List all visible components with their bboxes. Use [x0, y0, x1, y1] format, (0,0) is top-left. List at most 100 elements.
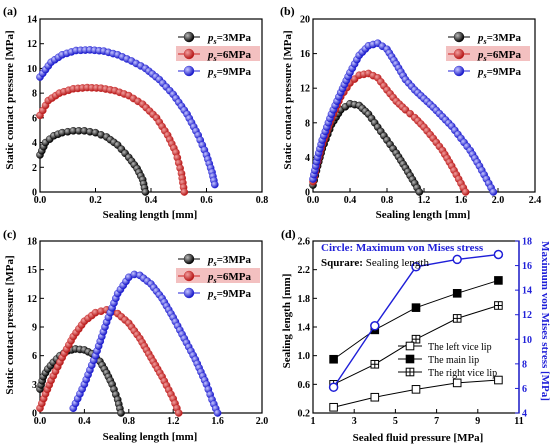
legend-label-var: p — [207, 32, 214, 44]
y-axis-label: Static contact pressure [MPa] — [4, 30, 16, 169]
x-tick-label: 0.6 — [200, 195, 213, 206]
panel-d: (d) 1 3 5 7 9 11 0.2 0.6 1.0 1.4 1.8 2.2 2.6 4 6 8 10 12 1… — [281, 227, 550, 444]
y-tick-label: 1.4 — [298, 323, 311, 334]
x-tick-label: 0.8 — [123, 416, 136, 427]
legend-label-sub: s — [213, 54, 217, 63]
x-tick-label: 0.0 — [34, 416, 47, 427]
legend-label-sub: s — [213, 259, 217, 268]
legend-label-value: =6MPa — [487, 49, 522, 61]
y-tick-label: 15 — [27, 265, 37, 276]
panel-label: (c) — [3, 227, 16, 241]
legend-highlight — [446, 46, 530, 61]
right-y-tick-label: 14 — [522, 286, 532, 297]
legend-label-sub: s — [213, 293, 217, 302]
x-tick-label: 1.6 — [211, 416, 224, 427]
right-y-tick-label: 4 — [522, 409, 527, 420]
right-y-tick-label: 18 — [522, 237, 532, 248]
data-point — [174, 409, 183, 417]
data-point — [452, 289, 462, 298]
x-tick-label: 1.2 — [418, 195, 431, 206]
y-tick-label: 8 — [32, 89, 37, 100]
legend-marker — [405, 354, 415, 364]
legend-label-value: =6MPa — [217, 271, 252, 283]
legend-label-sub: s — [213, 71, 217, 80]
legend-marker — [453, 48, 465, 60]
legend-label: ps=9MPa — [207, 288, 251, 302]
x-tick-label: 0.4 — [145, 195, 158, 206]
y-tick-label: 18 — [27, 237, 37, 248]
x-tick-label: 0.8 — [256, 195, 269, 206]
x-tick-label: 9 — [475, 416, 480, 427]
x-tick-label: 0.4 — [78, 416, 91, 427]
legend-label: The main lip — [428, 355, 479, 366]
right-y-axis-label: Maximum von Mises stress [MPa] — [539, 241, 550, 401]
square-note-key: Squrare: — [321, 257, 363, 269]
data-point — [211, 180, 219, 189]
right-y-tick-label: 12 — [522, 310, 532, 321]
y-axis-label: Static contact pressure [MPa] — [4, 255, 16, 394]
y-tick-label: 1.8 — [298, 294, 311, 305]
legend-label-var: p — [207, 66, 214, 78]
y-tick-label: 16 — [300, 49, 310, 60]
legend-marker — [183, 270, 195, 282]
y-tick-label: 9 — [32, 323, 37, 334]
legend-marker — [183, 31, 195, 43]
data-point — [415, 188, 424, 196]
x-tick-label: 0.0 — [307, 195, 320, 206]
y-tick-label: 0.2 — [298, 409, 311, 420]
legend-label-var: p — [477, 49, 484, 61]
legend-label-value: =9MPa — [217, 66, 252, 78]
x-axis-label: Sealing length [mm] — [103, 209, 198, 221]
x-tick-label: 11 — [514, 416, 523, 427]
data-point — [489, 188, 498, 196]
y-tick-label: 0 — [32, 188, 37, 199]
data-point — [452, 254, 462, 265]
legend-label: The right vice lip — [428, 368, 497, 379]
panel-label: (b) — [280, 4, 295, 18]
legend-label: ps=6MPa — [207, 271, 251, 285]
data-point — [329, 354, 338, 364]
x-tick-label: 0.0 — [34, 195, 47, 206]
x-tick-label: 2.0 — [256, 416, 269, 427]
x-tick-label: 0.4 — [344, 195, 357, 206]
square-note-text: Sealing length — [363, 257, 429, 269]
y-axis-label: Sealing length [mm] — [281, 274, 293, 369]
legend-label: ps=6MPa — [477, 49, 521, 63]
y-tick-label: 20 — [300, 15, 310, 26]
panel-a: (a) 0.0 0.2 0.4 0.6 0.802468101214ps=3MPaps=… — [3, 4, 268, 221]
plot-frame — [39, 240, 263, 414]
y-tick-label: 12 — [27, 294, 37, 305]
legend-highlight — [176, 268, 260, 283]
legend-label-var: p — [477, 32, 484, 44]
data-point — [117, 409, 125, 417]
y-tick-label: 1.0 — [298, 351, 311, 362]
right-y-tick-label: 6 — [522, 384, 527, 395]
y-tick-label: 0.6 — [298, 380, 311, 391]
data-point — [328, 382, 339, 392]
data-point — [213, 409, 222, 417]
legend-label-sub: s — [213, 276, 217, 285]
y-tick-label: 6 — [32, 113, 37, 124]
legend-highlight — [176, 46, 260, 61]
legend-label-var: p — [207, 288, 214, 300]
y-tick-label: 2 — [32, 163, 37, 174]
x-axis-label: Sealing length [mm] — [376, 209, 471, 221]
x-axis-label: Sealing length [mm] — [103, 431, 198, 443]
data-point — [493, 249, 504, 260]
legend-label-value: =3MPa — [217, 32, 252, 44]
y-tick-label: 2.6 — [298, 237, 311, 248]
circle-note-key: Circle: — [321, 242, 353, 254]
data-point — [180, 188, 189, 196]
legend-label-sub: s — [213, 37, 217, 46]
y-axis-label: Static contact pressure [MPa] — [282, 30, 294, 169]
data-point — [411, 303, 421, 312]
right-y-tick-label: 8 — [522, 359, 527, 370]
legend-label-sub: s — [483, 71, 487, 80]
y-tick-label: 3 — [32, 380, 37, 391]
y-tick-label: 4 — [305, 153, 310, 164]
x-tick-label: 5 — [393, 416, 398, 427]
data-point — [141, 188, 150, 196]
y-tick-label: 14 — [27, 15, 37, 26]
data-point — [494, 375, 503, 385]
